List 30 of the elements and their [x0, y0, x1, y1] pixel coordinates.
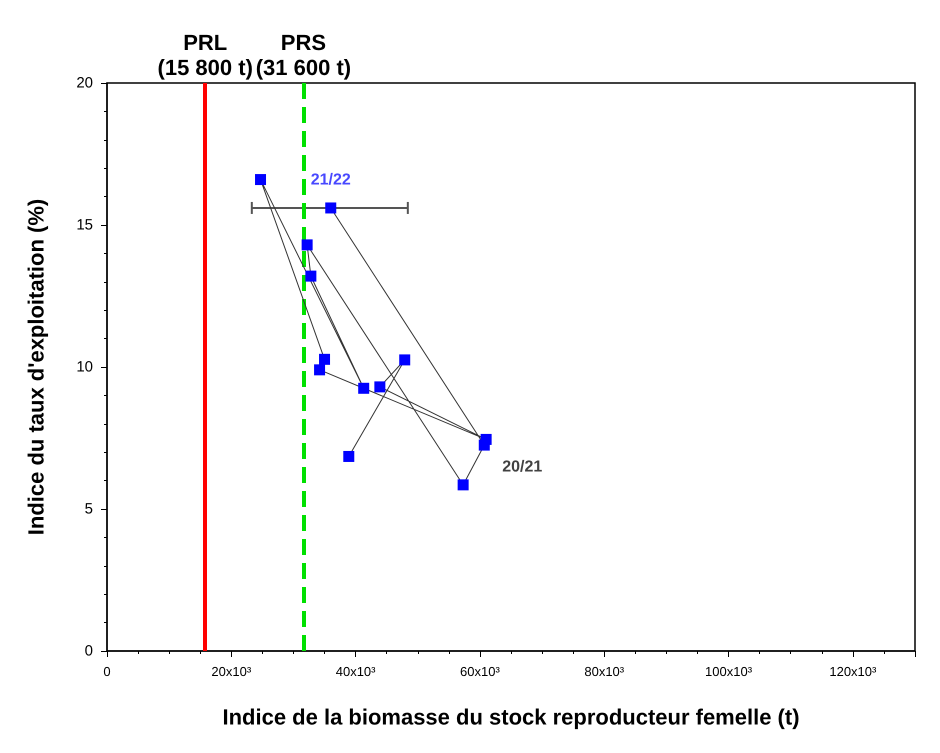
annotation: 21/22	[310, 171, 351, 188]
point	[302, 239, 313, 250]
point	[314, 364, 326, 376]
point	[478, 440, 490, 451]
y-axis-title: Indice du taux d'exploitation (%)	[24, 198, 48, 536]
x-tick-label: 120x10³	[829, 664, 878, 679]
x-tick-label: 100x10³	[705, 664, 753, 679]
ref-line-label: PRS (31 600 t)	[256, 30, 352, 80]
x-tick-label: 20x10³	[211, 664, 252, 679]
point	[305, 270, 316, 282]
x-tick-label: 80x10³	[584, 664, 625, 679]
ref-line-label: PRL (15 800 t)	[158, 30, 253, 80]
y-tick-label: 5	[84, 500, 93, 518]
point	[458, 479, 469, 490]
x-tick-label: 60x10³	[460, 664, 500, 679]
y-tick-label: 15	[76, 216, 93, 234]
point	[343, 450, 354, 462]
point	[358, 382, 370, 394]
point	[255, 174, 266, 186]
y-tick-label: 10	[76, 358, 93, 376]
x-tick-label: 40x10³	[336, 664, 376, 679]
y-tick-label: 0	[84, 642, 93, 660]
point	[325, 202, 336, 214]
point	[399, 354, 410, 366]
y-tick-label: 20	[76, 74, 93, 92]
x-axis-title: Indice de la biomasse du stock reproducteur femelle (t)	[222, 704, 800, 730]
annotation: 20/21	[502, 458, 542, 476]
point	[319, 354, 330, 365]
point	[374, 381, 386, 392]
x-tick-label: 0	[103, 664, 111, 679]
